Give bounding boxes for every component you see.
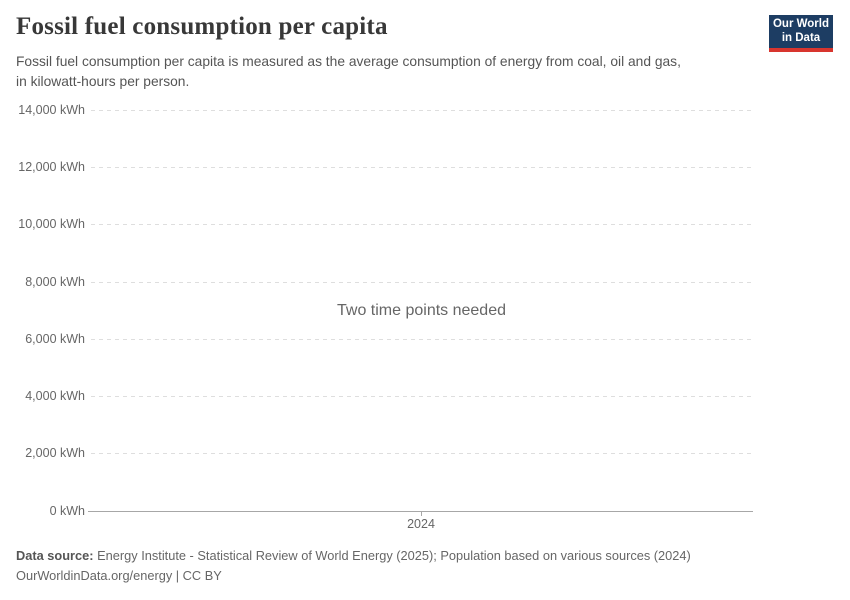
- x-axis-tick: [421, 511, 422, 516]
- chart-footer: Data source: Energy Institute - Statisti…: [16, 546, 816, 586]
- gridline: [91, 396, 752, 397]
- empty-chart-message: Two time points needed: [337, 302, 506, 319]
- owid-logo-line1: Our World: [772, 17, 829, 30]
- x-axis-line: [88, 511, 753, 512]
- gridline: [91, 110, 752, 111]
- owid-logo[interactable]: Our World in Data: [769, 15, 833, 52]
- gridline: [91, 167, 752, 168]
- y-axis-tick-label: 8,000 kWh: [25, 275, 85, 289]
- chart-subtitle: Fossil fuel consumption per capita is me…: [16, 52, 681, 92]
- x-axis-tick-label: 2024: [407, 517, 435, 531]
- y-axis-tick-label: 10,000 kWh: [18, 217, 85, 231]
- chart-subtitle-line1: Fossil fuel consumption per capita is me…: [16, 54, 681, 69]
- owid-logo-line2: in Data: [781, 31, 821, 44]
- y-axis-tick-label: 14,000 kWh: [18, 103, 85, 117]
- y-axis-tick-label: 0 kWh: [49, 504, 85, 518]
- gridline: [91, 282, 752, 283]
- y-axis-tick-label: 12,000 kWh: [18, 160, 85, 174]
- y-axis-tick-label: 4,000 kWh: [25, 389, 85, 403]
- data-source-text: Energy Institute - Statistical Review of…: [93, 548, 691, 563]
- y-axis-tick-label: 2,000 kWh: [25, 446, 85, 460]
- data-source-line: Data source: Energy Institute - Statisti…: [16, 546, 816, 566]
- gridline: [91, 339, 752, 340]
- gridline: [91, 224, 752, 225]
- chart-subtitle-line2: in kilowatt-hours per person.: [16, 74, 190, 89]
- data-source-label: Data source:: [16, 548, 94, 563]
- gridline: [91, 453, 752, 454]
- y-axis-tick-label: 6,000 kWh: [25, 332, 85, 346]
- attribution-line: OurWorldinData.org/energy | CC BY: [16, 568, 222, 583]
- page-title: Fossil fuel consumption per capita: [16, 13, 388, 40]
